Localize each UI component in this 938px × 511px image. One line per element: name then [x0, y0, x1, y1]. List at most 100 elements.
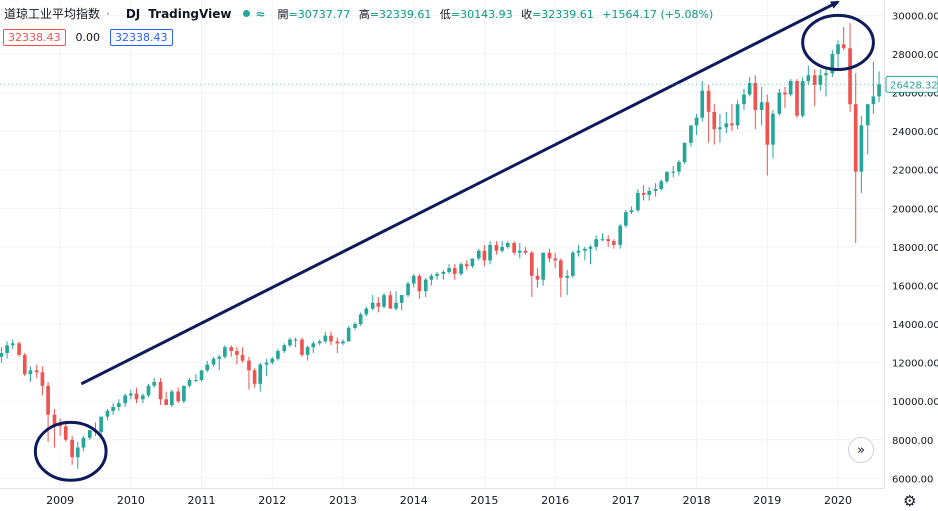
- candle-body: [388, 295, 393, 309]
- trend-arrow: [80, 0, 840, 386]
- candle: [87, 430, 92, 440]
- y-tick-label: 10000.00: [892, 397, 938, 408]
- candle: [388, 291, 393, 309]
- candle-body: [229, 347, 234, 352]
- candle-body: [671, 171, 676, 173]
- candle: [482, 244, 487, 267]
- candle-body: [659, 181, 664, 190]
- candle-body: [476, 250, 481, 259]
- candle: [700, 81, 705, 122]
- highlight-ellipse: [33, 420, 108, 482]
- gear-icon[interactable]: ⚙: [903, 492, 917, 510]
- candle: [624, 210, 628, 228]
- candle-body: [187, 379, 192, 386]
- candle: [417, 273, 422, 299]
- candle-body: [235, 351, 239, 355]
- candle: [81, 435, 86, 452]
- candle-body: [252, 370, 257, 384]
- candle: [783, 86, 787, 109]
- candle: [353, 322, 357, 330]
- candle-body: [848, 48, 852, 105]
- candle-body: [594, 239, 598, 247]
- candle-body: [123, 395, 128, 404]
- candle-body: [482, 250, 487, 261]
- candle-body: [141, 395, 145, 400]
- high-value: =32339.61: [369, 7, 432, 21]
- candle: [788, 79, 793, 97]
- candle: [10, 339, 15, 350]
- candle-body: [830, 54, 835, 74]
- candle: [671, 165, 676, 178]
- candle: [464, 260, 469, 271]
- x-tick-label: 2017: [612, 494, 640, 507]
- candle-body: [40, 372, 45, 386]
- candle-body: [382, 295, 386, 307]
- wave-icon: ≈: [255, 6, 266, 21]
- candle-body: [812, 75, 817, 85]
- candle-body: [358, 314, 363, 325]
- x-axis: 2009 2010 2011 2012 2013 2014 2015 2016 2017 2018…: [0, 488, 884, 507]
- scroll-to-realtime-button[interactable]: »: [848, 437, 874, 463]
- candle: [52, 408, 57, 448]
- candle-body: [718, 127, 722, 130]
- x-tick-label: 2009: [46, 494, 74, 507]
- highlight-ellipse: [801, 13, 875, 71]
- candle-body: [70, 439, 74, 458]
- candle: [399, 295, 404, 311]
- candle-body: [364, 308, 369, 315]
- candle-body: [58, 424, 62, 427]
- instrument-title[interactable]: 道琼工业平均指数: [4, 7, 101, 21]
- symbol-label[interactable]: DJ: [125, 6, 141, 21]
- candle-body: [341, 341, 345, 344]
- candle-body: [199, 370, 204, 380]
- candle-body: [636, 192, 640, 211]
- candle: [341, 339, 345, 346]
- sell-price-button[interactable]: 32338.43: [3, 29, 66, 46]
- candle: [494, 241, 499, 255]
- candle-body: [818, 75, 823, 85]
- candle-body: [134, 393, 139, 400]
- candle-body: [730, 123, 734, 126]
- candle: [818, 69, 823, 91]
- candle: [612, 239, 616, 249]
- candle: [488, 241, 492, 265]
- candle-body: [411, 275, 416, 284]
- candle: [382, 293, 386, 309]
- buy-price-button[interactable]: 32338.43: [110, 29, 173, 46]
- candle-body: [859, 125, 864, 172]
- candle: [187, 378, 192, 388]
- candle-body: [164, 399, 169, 406]
- candle: [535, 268, 540, 288]
- candle: [0, 347, 4, 363]
- candle: [441, 270, 446, 280]
- candle-body: [0, 352, 4, 357]
- candle-body: [641, 192, 646, 195]
- candle: [276, 349, 280, 361]
- candle: [22, 352, 27, 377]
- candle: [75, 441, 80, 469]
- candle: [724, 111, 729, 134]
- y-tick-label: 22000.00: [892, 166, 938, 177]
- market-status: ≈: [243, 7, 265, 21]
- candle: [853, 73, 858, 244]
- y-tick-label: 30000.00: [892, 11, 938, 22]
- candle: [358, 312, 363, 326]
- candle-body: [571, 252, 575, 276]
- candle: [182, 385, 186, 404]
- candle: [476, 248, 481, 261]
- candle: [34, 364, 39, 379]
- ohlc-readout: 開=30737.77 高=32339.61 低=30143.93 收=32339…: [277, 6, 718, 22]
- candle-body: [447, 268, 451, 272]
- candle-body: [75, 447, 80, 458]
- candle-body: [370, 302, 375, 309]
- candle: [423, 277, 428, 298]
- candle-body: [176, 391, 181, 402]
- candle-body: [317, 341, 322, 344]
- candle-body: [223, 347, 227, 357]
- candle: [512, 241, 516, 255]
- candle: [311, 341, 316, 353]
- candle: [70, 435, 74, 465]
- candle: [806, 65, 811, 85]
- candle-body: [111, 406, 115, 411]
